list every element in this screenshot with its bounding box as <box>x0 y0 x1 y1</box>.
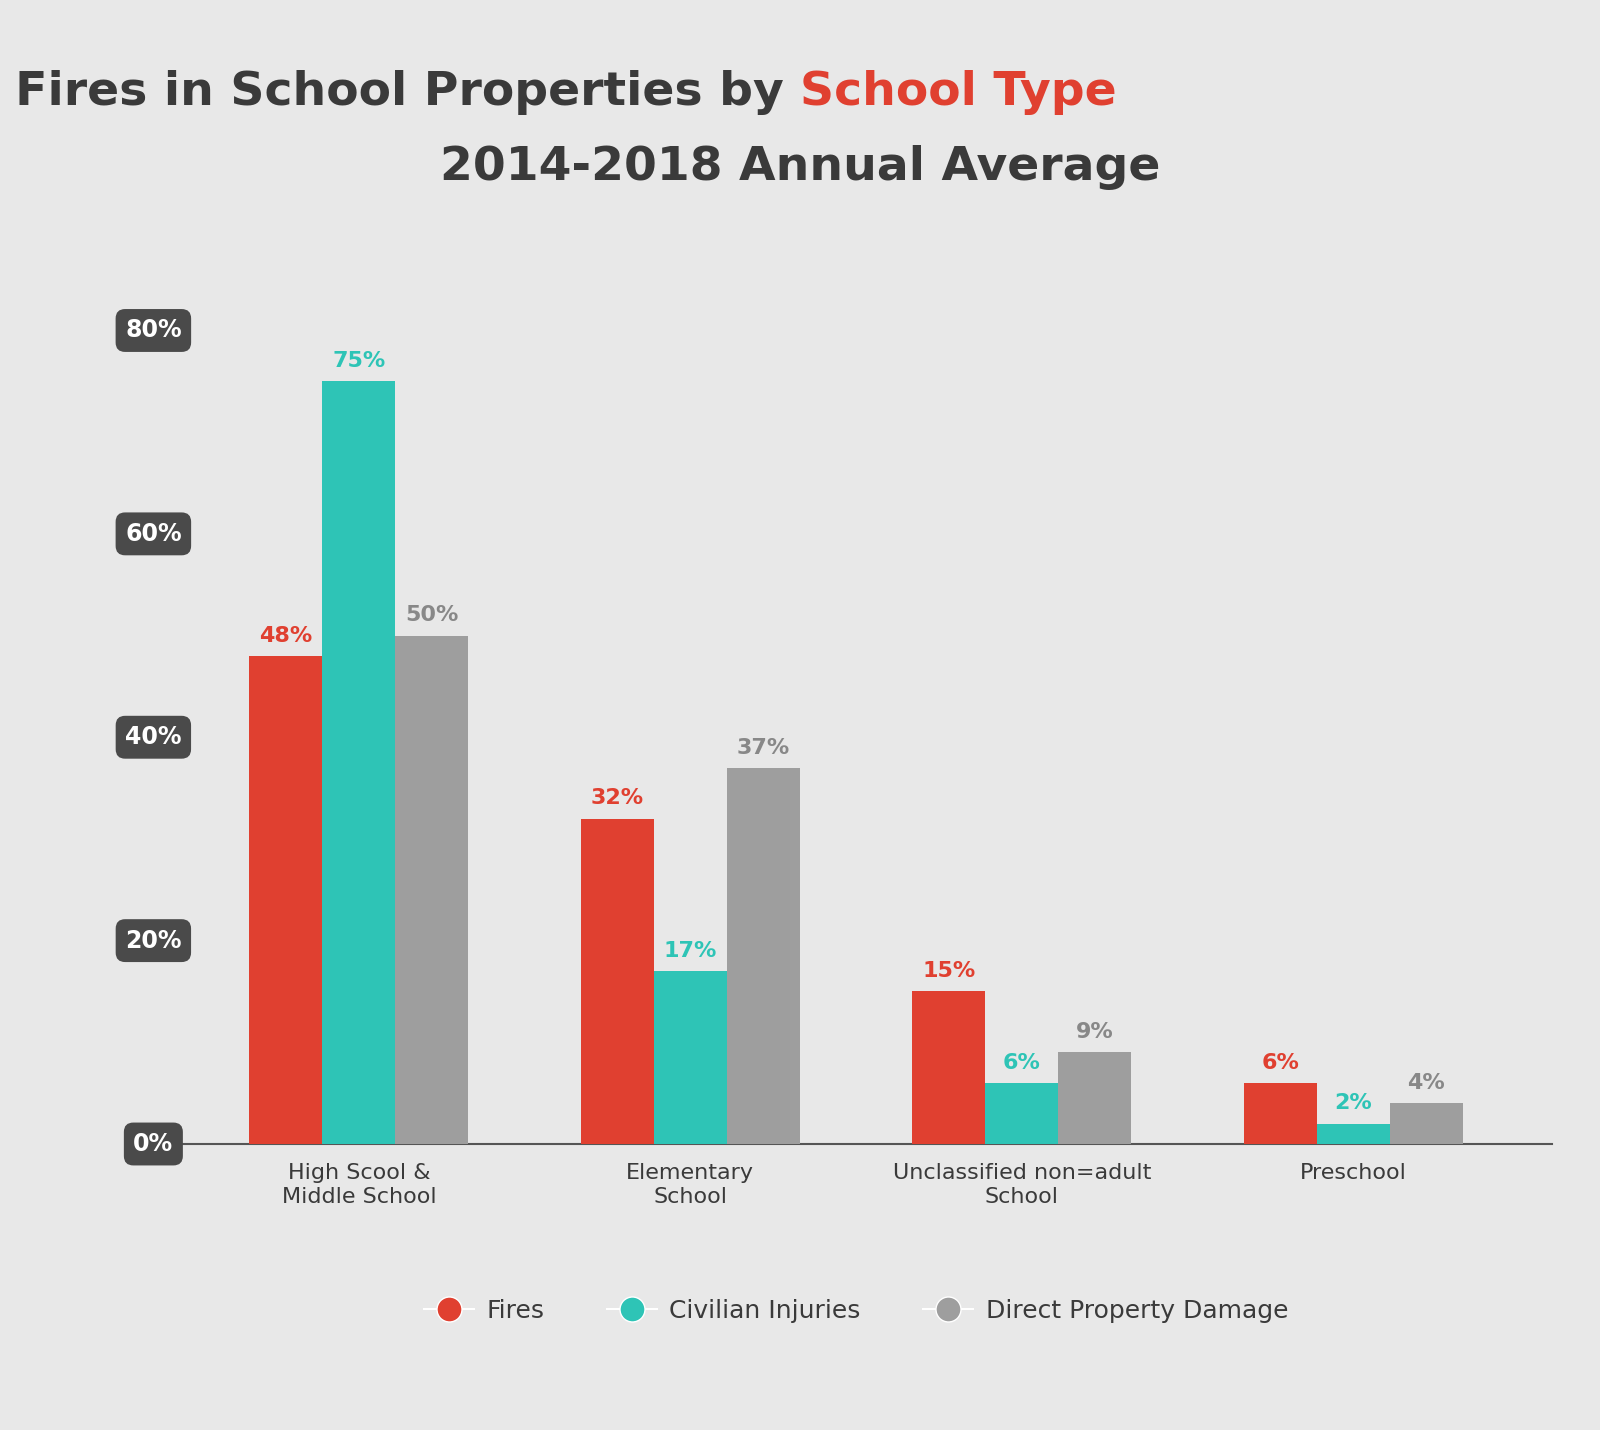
Text: 75%: 75% <box>333 352 386 372</box>
Bar <box>1317 1124 1389 1144</box>
Text: 50%: 50% <box>405 605 459 625</box>
Text: 60%: 60% <box>125 522 182 546</box>
Bar <box>250 656 322 1144</box>
Text: 40%: 40% <box>125 725 182 749</box>
Bar <box>1389 1104 1462 1144</box>
Bar <box>395 635 469 1144</box>
Text: 2%: 2% <box>1334 1094 1373 1114</box>
Bar <box>912 991 986 1144</box>
Text: 0%: 0% <box>133 1133 173 1155</box>
Text: 32%: 32% <box>590 788 643 808</box>
Bar <box>1058 1052 1131 1144</box>
Bar <box>986 1083 1058 1144</box>
Bar <box>726 768 800 1144</box>
Text: Structure Fires in School Properties by: Structure Fires in School Properties by <box>0 70 800 116</box>
Text: 9%: 9% <box>1075 1022 1114 1042</box>
Text: 20%: 20% <box>125 928 182 952</box>
Text: 37%: 37% <box>736 738 790 758</box>
Text: 2014-2018 Annual Average: 2014-2018 Annual Average <box>440 144 1160 190</box>
Text: 48%: 48% <box>259 626 312 646</box>
Text: 4%: 4% <box>1406 1072 1445 1093</box>
Text: 17%: 17% <box>664 941 717 961</box>
Bar <box>322 382 395 1144</box>
Bar <box>1243 1083 1317 1144</box>
Text: 80%: 80% <box>125 319 182 343</box>
Text: 15%: 15% <box>922 961 976 981</box>
Text: 6%: 6% <box>1003 1052 1040 1072</box>
Bar <box>654 971 726 1144</box>
Legend: Fires, Civilian Injuries, Direct Property Damage: Fires, Civilian Injuries, Direct Propert… <box>414 1288 1298 1333</box>
Text: 6%: 6% <box>1261 1052 1299 1072</box>
Bar <box>581 818 654 1144</box>
Text: School Type: School Type <box>800 70 1117 116</box>
